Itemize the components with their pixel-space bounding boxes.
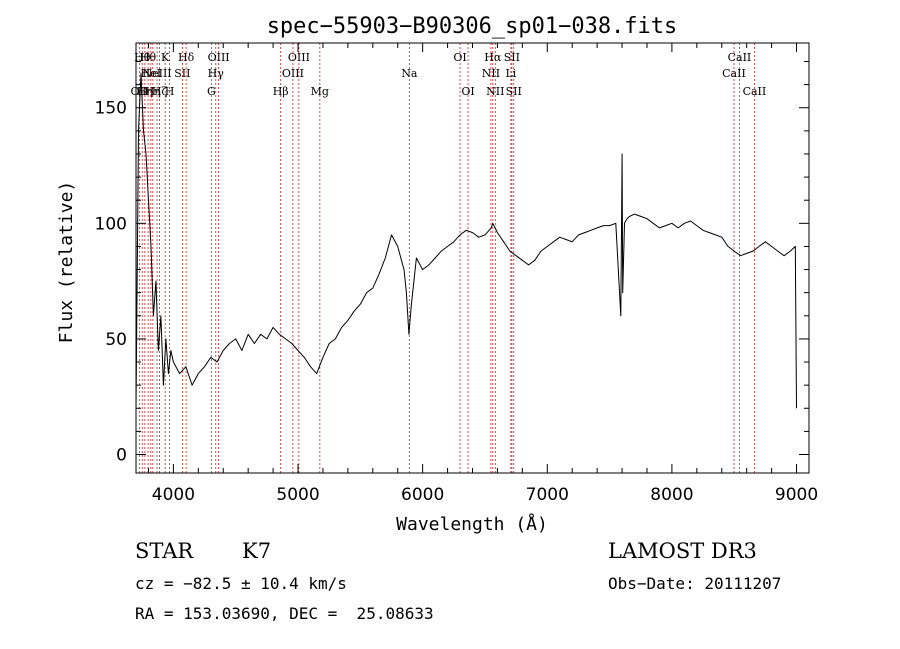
x-tick-label-4000: 4000 bbox=[152, 485, 195, 505]
line-label-1: Hθ bbox=[134, 51, 151, 64]
line-label-12: G bbox=[207, 85, 216, 98]
x-tick-label-9000: 9000 bbox=[775, 485, 818, 505]
x-tick-label-8000: 8000 bbox=[650, 485, 693, 505]
line-label-10: SII bbox=[174, 67, 190, 80]
y-tick-label-0: 0 bbox=[116, 446, 127, 466]
spectrum-series bbox=[135, 72, 797, 409]
line-label-26: SII bbox=[504, 51, 520, 64]
line-label-29: CaII bbox=[728, 51, 752, 64]
line-label-11: Hδ bbox=[178, 51, 195, 64]
line-label-18: Mg bbox=[311, 85, 329, 98]
spectral-line-markers bbox=[138, 43, 755, 473]
line-label-28: CaII bbox=[722, 67, 746, 80]
line-label-22: NII bbox=[482, 67, 500, 80]
line-label-6: NeIII bbox=[142, 67, 171, 80]
y-tick-label-100: 100 bbox=[95, 214, 127, 234]
object-class: STAR bbox=[135, 539, 194, 563]
line-label-19: Na bbox=[401, 67, 418, 80]
line-label-7: Hζ bbox=[152, 85, 168, 98]
y-axis-label: Flux (relative) bbox=[56, 181, 77, 344]
line-label-21: OI bbox=[461, 85, 474, 98]
line-label-9: H bbox=[165, 85, 175, 98]
survey-name: LAMOST DR3 bbox=[608, 539, 757, 563]
redshift-cz: cz = −82.5 ± 10.4 km/s bbox=[135, 574, 347, 593]
line-label-8: K bbox=[161, 51, 170, 64]
line-label-5: Hη bbox=[145, 85, 161, 98]
line-label-23: Hα bbox=[484, 51, 502, 64]
line-label-27: SII bbox=[506, 85, 522, 98]
chart-title: spec−55903−B90306_sp01−038.fits bbox=[267, 14, 678, 39]
plot-frame bbox=[135, 42, 810, 474]
line-label-4: HeI bbox=[141, 67, 161, 80]
spectral-line-labels: OIIHθHηHθHeIHηNeIIIHζKHSIIHδGHγOIIIHβOII… bbox=[131, 51, 767, 98]
x-tick-label-7000: 7000 bbox=[526, 485, 569, 505]
line-label-25: Li bbox=[505, 67, 516, 80]
line-label-0: OII bbox=[131, 85, 149, 98]
observation-date: Obs−Date: 20111207 bbox=[608, 574, 782, 593]
line-label-3: Hθ bbox=[140, 51, 157, 64]
axis-ticks: 4000 5000 6000 7000 8000 9000 0 50 100 150 bbox=[95, 43, 818, 505]
line-label-20: OI bbox=[453, 51, 466, 64]
line-label-14: OIII bbox=[208, 51, 230, 64]
line-label-15: Hβ bbox=[273, 85, 289, 98]
line-label-17: OIII bbox=[288, 51, 310, 64]
line-label-30: CaII bbox=[743, 85, 767, 98]
sky-coordinates: RA = 153.03690, DEC = 25.08633 bbox=[135, 604, 434, 623]
y-tick-label-150: 150 bbox=[95, 99, 127, 119]
x-tick-label-6000: 6000 bbox=[401, 485, 444, 505]
object-subclass: K7 bbox=[242, 539, 272, 563]
y-tick-label-50: 50 bbox=[105, 330, 127, 350]
x-tick-label-5000: 5000 bbox=[276, 485, 319, 505]
x-axis-label: Wavelength (Å) bbox=[396, 513, 548, 535]
line-label-16: OIII bbox=[282, 67, 304, 80]
line-label-24: NII bbox=[486, 85, 504, 98]
line-label-13: Hγ bbox=[208, 67, 225, 80]
series-flux bbox=[135, 72, 797, 409]
